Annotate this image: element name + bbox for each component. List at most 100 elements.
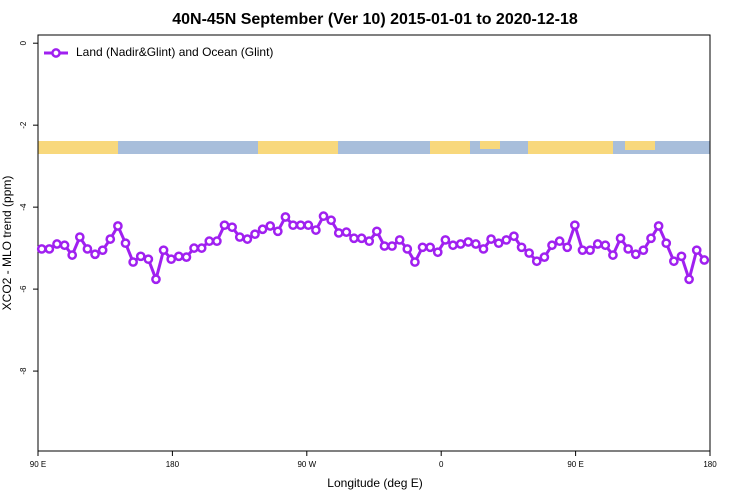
data-point [311, 225, 321, 235]
data-point [448, 240, 458, 251]
data-point [509, 231, 519, 242]
data-point [410, 257, 420, 267]
data-point [676, 251, 687, 262]
data-point [470, 239, 481, 249]
x-tick-label: 90 E [30, 460, 46, 469]
data-point [196, 243, 207, 253]
data-point [501, 235, 512, 245]
chart-title: 40N-45N September (Ver 10) 2015-01-01 to… [172, 11, 578, 28]
data-point [691, 245, 702, 256]
data-point [371, 226, 382, 237]
y-tick-label: -8 [19, 367, 28, 375]
data-point [181, 252, 192, 262]
data-point [394, 235, 405, 245]
data-point [417, 242, 428, 253]
data-point [684, 274, 694, 285]
legend-label: Land (Nadir&Glint) and Ocean (Glint) [76, 45, 273, 59]
data-point [166, 254, 177, 265]
plot-frame [37, 34, 711, 452]
land-band [38, 141, 118, 154]
data-point [364, 236, 375, 247]
data-point [570, 220, 580, 231]
data-point [463, 237, 474, 247]
x-tick-label: 180 [703, 460, 717, 469]
data-point [74, 232, 85, 242]
x-tick-label: 90 W [297, 460, 316, 469]
data-point [151, 274, 161, 285]
data-point [234, 232, 245, 242]
data-point [531, 256, 542, 267]
data-point [387, 241, 397, 251]
data-point [204, 236, 215, 247]
data-point [128, 257, 138, 267]
y-tick-label: -2 [19, 121, 28, 129]
data-point [356, 233, 367, 244]
data-point [280, 212, 291, 222]
data-point [478, 244, 489, 254]
data-point [402, 244, 413, 254]
data-point [113, 221, 123, 231]
data-point [212, 236, 222, 247]
data-point [44, 244, 55, 254]
data-point [189, 243, 199, 253]
data-point [516, 242, 527, 253]
data-point [227, 222, 237, 233]
data-point [143, 254, 154, 265]
data-point [455, 239, 466, 249]
legend-marker [51, 48, 61, 58]
data-point [318, 211, 329, 222]
x-tick-label: 90 E [567, 460, 583, 469]
series-line [41, 214, 706, 285]
data-point [82, 244, 93, 254]
data-point [295, 220, 306, 231]
data-point [638, 245, 649, 256]
data-point [242, 234, 253, 244]
data-point [59, 240, 70, 251]
data-point [493, 238, 504, 249]
data-point [661, 238, 672, 249]
data-point [265, 221, 276, 231]
data-point [592, 239, 603, 249]
data-point [272, 226, 283, 237]
data-point [554, 236, 565, 247]
data-point [562, 242, 573, 253]
data-point [120, 238, 131, 249]
data-point [97, 245, 108, 256]
land-band [625, 141, 655, 150]
data-point [425, 242, 435, 253]
land-band [258, 141, 338, 154]
data-point [135, 251, 146, 262]
data-point [585, 245, 595, 256]
data-point [105, 234, 116, 244]
data-point [303, 220, 314, 231]
data-point [669, 256, 679, 267]
land-ocean-strip [38, 141, 710, 154]
data-point [158, 245, 169, 256]
data-point [36, 244, 47, 254]
data-point [600, 240, 611, 251]
data-point [52, 239, 62, 249]
data-point [440, 235, 451, 245]
land-band [528, 141, 613, 154]
data-point [326, 215, 336, 226]
data-point [341, 227, 352, 237]
data-point [173, 251, 184, 262]
land-band [430, 141, 470, 154]
x-axis-label: Longitude (deg E) [327, 476, 422, 490]
x-tick-label: 0 [439, 460, 444, 469]
land-band [480, 141, 500, 149]
x-tick-label: 180 [166, 460, 180, 469]
data-point [257, 224, 268, 235]
data-point [486, 234, 496, 244]
data-point [608, 250, 618, 260]
data-point [90, 249, 100, 260]
y-axis-label: XCO2 - MLO trend (ppm) [0, 176, 14, 311]
data-point [349, 233, 359, 244]
data-point [615, 233, 626, 244]
data-point [288, 220, 298, 231]
y-tick-label: 0 [19, 40, 28, 45]
data-point [219, 220, 230, 231]
data-point [699, 255, 710, 265]
